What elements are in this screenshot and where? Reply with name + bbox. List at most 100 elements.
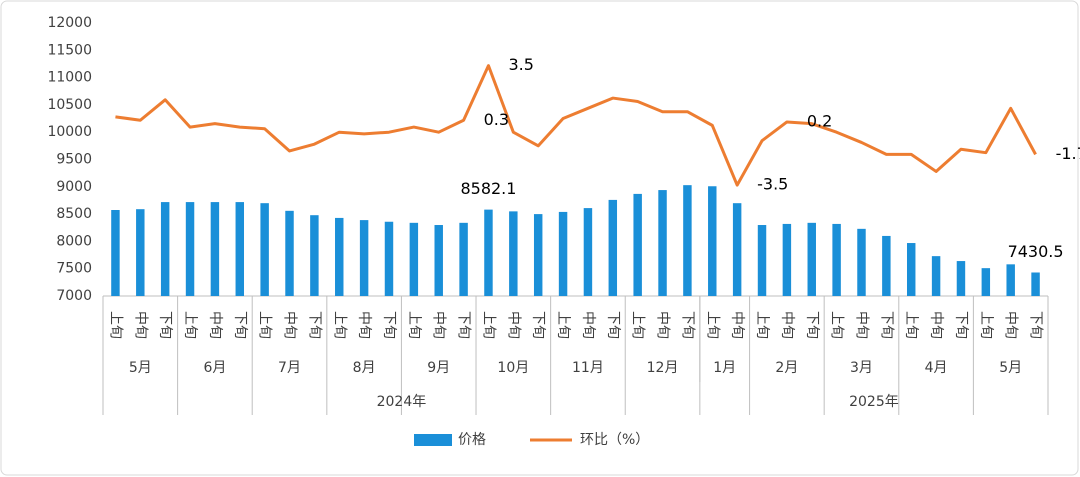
- x-tick-label: 上旬: [257, 311, 273, 339]
- bar: [310, 215, 319, 296]
- bar: [459, 222, 468, 296]
- bar: [732, 203, 742, 296]
- bar: [782, 223, 792, 296]
- data-label: -1.7: [1056, 144, 1080, 163]
- x-tick-label: 下旬: [605, 311, 621, 339]
- x-month-label: 2月: [775, 360, 798, 376]
- bar: [683, 185, 692, 296]
- data-label: 0.2: [807, 111, 832, 130]
- x-month-label: 12月: [647, 360, 679, 376]
- y-tick-label: 7500: [56, 261, 92, 277]
- bar: [409, 222, 419, 296]
- y-tick-label: 9500: [56, 152, 92, 168]
- data-label: 8582.1: [460, 179, 516, 198]
- bar: [434, 225, 443, 296]
- x-month-label: 8月: [353, 360, 376, 376]
- bar: [807, 222, 816, 296]
- x-tick-label: 上旬: [903, 311, 919, 339]
- x-year-label: 2024年: [377, 394, 427, 410]
- x-month-label: 4月: [925, 360, 948, 376]
- x-month-label: 9月: [427, 360, 450, 376]
- x-tick-label: 中旬: [1003, 311, 1019, 339]
- x-tick-label: 上旬: [978, 311, 994, 339]
- legend-label: 环比（%）: [580, 432, 649, 448]
- bar: [658, 190, 667, 296]
- x-tick-label: 中旬: [580, 311, 596, 339]
- bar: [235, 202, 245, 296]
- x-tick-label: 下旬: [804, 311, 820, 339]
- x-tick-label: 下旬: [953, 311, 969, 339]
- y-tick-label: 8500: [56, 206, 92, 222]
- x-tick-label: 上旬: [630, 311, 646, 339]
- bar: [931, 256, 941, 296]
- data-label: 3.5: [508, 55, 533, 74]
- bar: [260, 203, 269, 296]
- bar: [533, 214, 543, 296]
- x-tick-label: 中旬: [928, 311, 944, 339]
- bar: [136, 209, 145, 296]
- bar: [1031, 272, 1040, 296]
- bar: [160, 202, 170, 296]
- y-tick-label: 9000: [56, 179, 92, 195]
- y-tick-label: 10000: [47, 124, 92, 140]
- bar: [111, 210, 120, 296]
- bar: [384, 221, 394, 296]
- x-tick-label: 上旬: [331, 311, 347, 339]
- x-month-label: 10月: [497, 360, 529, 376]
- data-label: 0.3: [484, 110, 509, 129]
- legend-swatch: [414, 434, 452, 446]
- x-tick-label: 下旬: [530, 311, 546, 339]
- bar: [906, 243, 916, 296]
- x-tick-label: 中旬: [207, 311, 223, 339]
- x-tick-label: 中旬: [132, 311, 148, 339]
- bar: [882, 235, 891, 296]
- bar: [708, 186, 717, 296]
- bar: [832, 223, 841, 296]
- bar: [484, 209, 493, 296]
- x-tick-label: 上旬: [754, 311, 770, 339]
- bar: [1006, 264, 1015, 296]
- x-tick-label: 中旬: [853, 311, 869, 339]
- x-tick-label: 中旬: [729, 311, 745, 339]
- bar: [583, 208, 593, 296]
- x-month-label: 5月: [999, 360, 1022, 376]
- y-tick-label: 8000: [56, 233, 92, 249]
- x-tick-label: 下旬: [878, 311, 894, 339]
- x-month-label: 1月: [713, 360, 736, 376]
- line: [115, 64, 1037, 187]
- y-tick-label: 7000: [56, 288, 92, 304]
- bar: [608, 199, 618, 296]
- x-month-label: 5月: [129, 360, 152, 376]
- x-tick-label: 上旬: [107, 311, 123, 339]
- bar: [981, 268, 991, 296]
- x-tick-label: 下旬: [232, 311, 248, 339]
- bar: [558, 211, 568, 296]
- bar: [359, 220, 369, 296]
- x-tick-label: 下旬: [1028, 311, 1044, 339]
- bar: [857, 228, 866, 296]
- x-tick-label: 上旬: [555, 311, 571, 339]
- bar: [210, 202, 220, 296]
- x-tick-label: 下旬: [157, 311, 173, 339]
- bar: [633, 193, 642, 296]
- legend-label: 价格: [458, 432, 486, 448]
- bar: [185, 202, 195, 296]
- y-tick-label: 11000: [47, 70, 92, 86]
- bar: [956, 261, 966, 296]
- x-tick-label: 中旬: [505, 311, 521, 339]
- x-tick-label: 中旬: [431, 311, 447, 339]
- bar: [335, 217, 344, 296]
- x-month-label: 3月: [850, 360, 873, 376]
- x-tick-label: 上旬: [480, 311, 496, 339]
- data-label: 7430.5: [1008, 242, 1064, 261]
- x-tick-label: 上旬: [406, 311, 422, 339]
- x-tick-label: 中旬: [282, 311, 298, 339]
- x-tick-label: 下旬: [306, 311, 322, 339]
- x-tick-label: 上旬: [182, 311, 198, 339]
- x-month-label: 6月: [203, 360, 226, 376]
- y-tick-label: 12000: [47, 15, 92, 31]
- x-month-label: 11月: [572, 360, 604, 376]
- data-label: -3.5: [757, 175, 788, 194]
- y-tick-label: 10500: [47, 97, 92, 113]
